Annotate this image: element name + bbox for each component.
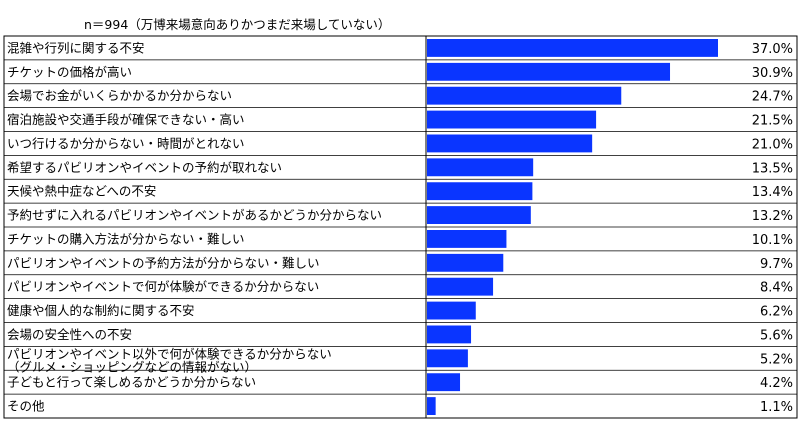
value-labels: 37.0% 30.9% 24.7% 21.5% 21.0% 13.5% 13.4% 13.2%…	[752, 42, 793, 415]
value-label: 10.1%	[752, 233, 793, 248]
category-label: 健康や個人的な制約に関する不安	[7, 303, 195, 318]
category-label: 天候や熱中症などへの不安	[7, 184, 156, 199]
bar	[427, 253, 504, 272]
bar	[427, 301, 476, 320]
category-label: 希望するパビリオンやイベントの予約が取れない	[7, 160, 282, 175]
bar	[427, 62, 671, 81]
category-label: 会場でお金がいくらかかるか分からない	[7, 88, 232, 103]
value-label: 4.2%	[760, 376, 793, 391]
category-label: チケットの購入方法が分からない・難しい	[7, 231, 245, 246]
value-label: 21.0%	[752, 137, 793, 152]
category-label: チケットの価格が高い	[7, 64, 132, 79]
value-label: 5.2%	[760, 352, 793, 367]
grid-lines	[3, 35, 798, 419]
value-label: 1.1%	[760, 400, 793, 415]
bar	[427, 373, 461, 392]
category-label: 会場の安全性への不安	[7, 327, 132, 342]
bar	[427, 86, 622, 105]
bar	[427, 349, 468, 368]
value-label: 9.7%	[760, 257, 793, 272]
bar	[427, 277, 494, 296]
value-label: 13.4%	[752, 185, 793, 200]
category-label: 混雑や行列に関する不安	[7, 40, 145, 55]
value-label: 8.4%	[760, 281, 793, 296]
value-label: 37.0%	[752, 42, 793, 57]
category-label: その他	[7, 399, 45, 414]
bar	[427, 39, 718, 57]
value-label: 5.6%	[760, 328, 793, 343]
category-label: パビリオンやイベントの予約方法が分からない・難しい	[7, 255, 320, 270]
value-label: 21.5%	[752, 114, 793, 129]
value-label: 13.5%	[752, 161, 793, 176]
category-labels: 混雑や行列に関する不安チケットの価格が高い会場でお金がいくらかかるか分からない宿…	[7, 40, 382, 413]
category-label: いつ行けるか分からない・時間がとれない	[7, 136, 245, 151]
value-label: 24.7%	[752, 90, 793, 105]
value-label: 13.2%	[752, 209, 793, 224]
category-label: パビリオンやイベントで何が体験ができるか分からない	[7, 279, 319, 294]
category-label: 宿泊施設や交通手段が確保できない・高い	[7, 112, 245, 127]
bar	[427, 134, 593, 153]
value-label: 6.2%	[760, 305, 793, 320]
category-label: 予約せずに入れるパビリオンやイベントがあるかどうか分からない	[7, 208, 382, 223]
bar	[427, 110, 597, 129]
category-label: パビリオンやイベント以外で何が体験できるか分からない（グルメ・ショッピングなどの…	[7, 346, 332, 374]
bar	[427, 158, 534, 177]
category-label: 子どもと行って楽しめるかどうか分からない	[7, 375, 256, 390]
bar	[427, 206, 531, 224]
bar	[427, 230, 507, 248]
bar	[427, 397, 436, 415]
bar	[427, 325, 472, 344]
chart-subtitle: n＝994（万博来場意向ありかつまだ来場していない）	[84, 17, 391, 32]
value-label: 30.9%	[752, 66, 793, 81]
bar	[427, 182, 533, 201]
bars	[427, 39, 718, 415]
